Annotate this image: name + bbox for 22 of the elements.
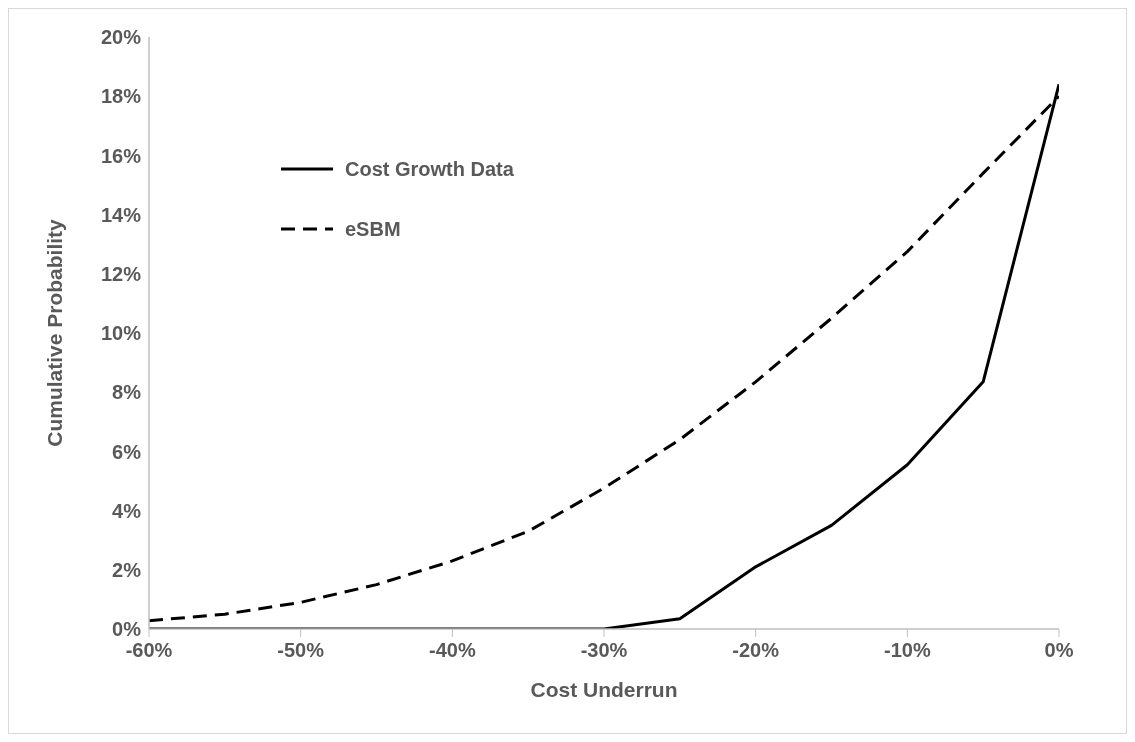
y-tick-label: 12% bbox=[100, 262, 142, 285]
y-axis-title: Cumulative Probability bbox=[43, 218, 67, 447]
y-tick-label: 20% bbox=[100, 26, 142, 49]
x-tick-label: -50% bbox=[277, 639, 325, 662]
y-tick-label: 2% bbox=[112, 558, 142, 581]
x-tick-label: -10% bbox=[883, 639, 931, 662]
y-tick-label: 8% bbox=[112, 381, 142, 404]
x-tick-label: -40% bbox=[428, 639, 476, 662]
legend-label: Cost Growth Data bbox=[345, 157, 514, 181]
y-tick-label: 18% bbox=[100, 85, 142, 108]
x-tick-label: -20% bbox=[732, 639, 780, 662]
x-tick-label: 0% bbox=[1044, 639, 1074, 662]
x-axis-title: Cost Underrun bbox=[530, 678, 678, 701]
x-tick-label: -30% bbox=[580, 639, 628, 662]
y-tick-label: 6% bbox=[112, 440, 142, 463]
y-tick-label: 10% bbox=[100, 322, 142, 345]
legend-label: eSBM bbox=[345, 217, 401, 241]
y-tick-label: 0% bbox=[112, 618, 142, 641]
x-tick-label: -60% bbox=[125, 639, 173, 662]
y-tick-label: 4% bbox=[112, 499, 142, 522]
y-tick-label: 14% bbox=[100, 203, 142, 226]
y-tick-label: 16% bbox=[100, 144, 142, 167]
